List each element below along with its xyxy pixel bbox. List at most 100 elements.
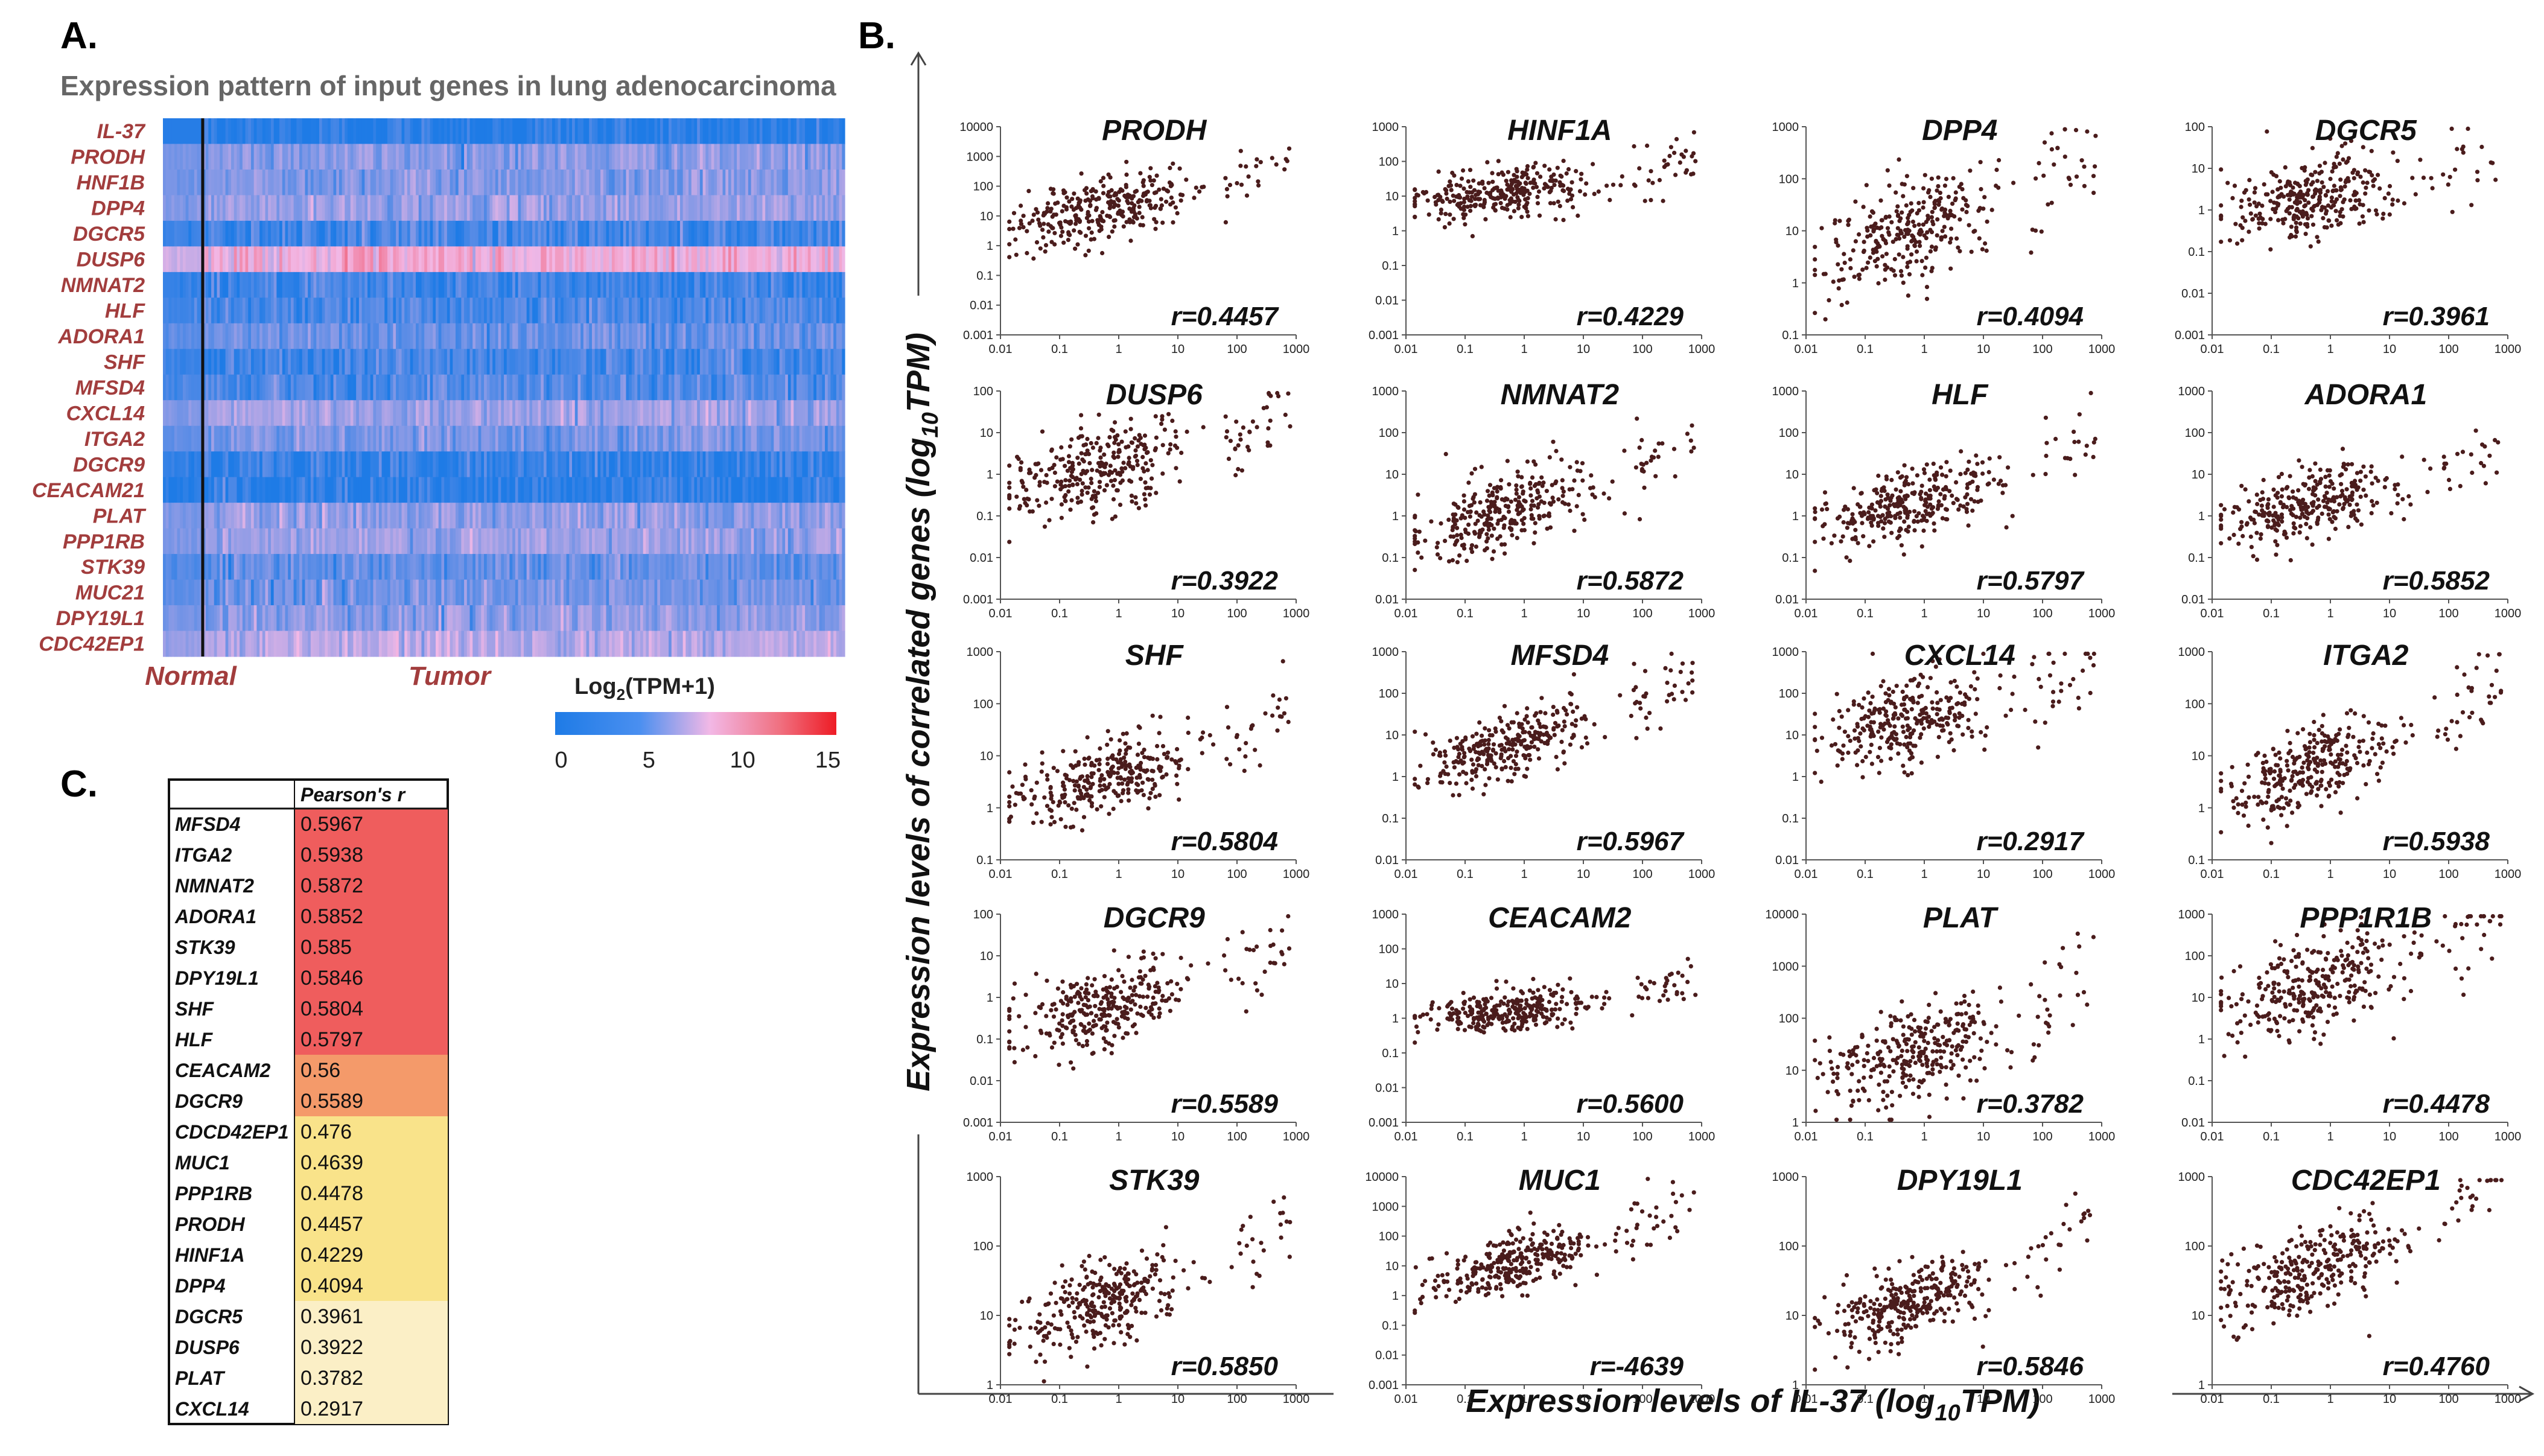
heatmap-cell — [197, 374, 200, 401]
heatmap-cell — [751, 220, 754, 247]
heatmap-cell — [205, 195, 209, 221]
heatmap-cell — [830, 425, 834, 452]
heatmap-cell — [464, 144, 468, 170]
heatmap-cell — [177, 374, 180, 401]
heatmap-cell — [305, 195, 308, 221]
heatmap-cell — [398, 169, 402, 196]
heatmap-cell — [737, 118, 740, 145]
heatmap-cell — [387, 425, 391, 452]
heatmap-cell — [725, 503, 729, 529]
heatmap-cell — [603, 297, 607, 324]
heatmap-cell — [830, 374, 834, 401]
heatmap-cell — [256, 297, 260, 324]
heatmap-cell — [222, 503, 226, 529]
heatmap-cell — [444, 195, 448, 221]
heatmap-cell — [182, 605, 186, 632]
heatmap-cell — [444, 118, 448, 145]
heatmap-cell — [742, 554, 746, 580]
heatmap-cell — [356, 451, 360, 478]
heatmap-cell — [518, 631, 521, 657]
heatmap-cell — [253, 605, 257, 632]
heatmap-cell — [305, 246, 308, 273]
heatmap-cell — [782, 425, 786, 452]
heatmap-cell — [398, 554, 402, 580]
heatmap-cell — [654, 374, 658, 401]
heatmap-cell — [646, 246, 649, 273]
heatmap-cell — [768, 605, 772, 632]
heatmap-cell — [839, 579, 842, 606]
heatmap-cell — [785, 118, 789, 145]
heatmap-cell — [805, 400, 809, 427]
heatmap-cell — [691, 349, 695, 375]
heatmap-cell — [512, 323, 516, 349]
heatmap-cell — [663, 118, 666, 145]
heatmap-cell — [455, 554, 459, 580]
heatmap-cell — [475, 323, 479, 349]
heatmap-cell — [279, 297, 283, 324]
heatmap-cell — [515, 144, 519, 170]
heatmap-cell — [217, 118, 220, 145]
heatmap-cell — [779, 297, 783, 324]
heatmap-cell — [358, 425, 363, 452]
heatmap-cell — [606, 400, 609, 427]
heatmap-cell — [333, 220, 337, 247]
heatmap-cell — [333, 605, 337, 632]
heatmap-cell — [748, 297, 752, 324]
heatmap-cell — [228, 503, 232, 529]
heatmap-cell — [285, 477, 288, 503]
heatmap-cell — [563, 451, 567, 478]
heatmap-cell — [694, 220, 698, 247]
heatmap-cell — [253, 323, 257, 349]
heatmap-cell — [330, 503, 334, 529]
heatmap-cell — [358, 220, 363, 247]
heatmap-cell — [597, 323, 601, 349]
heatmap-cell — [777, 400, 780, 427]
heatmap-cell — [188, 323, 192, 349]
heatmap-cell — [509, 374, 513, 401]
heatmap-cell — [546, 605, 550, 632]
heatmap-cell — [651, 169, 655, 196]
heatmap-cell — [262, 503, 266, 529]
heatmap-cell — [657, 554, 661, 580]
heatmap-cell — [777, 425, 780, 452]
heatmap-cell — [580, 144, 584, 170]
heatmap-cell — [787, 169, 792, 196]
heatmap-cell — [748, 349, 752, 375]
heatmap-cell — [413, 400, 416, 427]
heatmap-cell — [430, 451, 433, 478]
heatmap-cell — [757, 451, 760, 478]
heatmap-cell — [421, 297, 425, 324]
heatmap-cell — [671, 579, 675, 606]
heatmap-cell — [819, 425, 822, 452]
heatmap-cell — [657, 425, 661, 452]
heatmap-cell — [231, 477, 235, 503]
heatmap-cell — [433, 605, 436, 632]
heatmap-cell — [299, 400, 303, 427]
heatmap-cell — [390, 220, 393, 247]
heatmap-cell — [787, 528, 792, 555]
heatmap-cell — [495, 425, 499, 452]
heatmap-cell — [424, 220, 428, 247]
heatmap-cell — [669, 425, 672, 452]
heatmap-cell — [609, 554, 612, 580]
heatmap-cell — [393, 118, 396, 145]
heatmap-cell — [827, 605, 832, 632]
heatmap-cell — [418, 631, 422, 657]
heatmap-cell — [293, 631, 297, 657]
heatmap-cell — [393, 605, 396, 632]
heatmap-cell — [825, 220, 828, 247]
heatmap-cell — [583, 477, 587, 503]
heatmap-cell — [225, 220, 229, 247]
heatmap-cell — [526, 451, 530, 478]
heatmap-cell — [768, 297, 772, 324]
heatmap-cell — [617, 528, 621, 555]
heatmap-cell — [523, 144, 527, 170]
heatmap-cell — [711, 631, 715, 657]
heatmap-cell — [646, 374, 649, 401]
heatmap-cell — [793, 169, 797, 196]
heatmap-cell — [322, 477, 325, 503]
heatmap-cell — [620, 605, 624, 632]
heatmap-cell — [361, 169, 365, 196]
heatmap-cell — [771, 323, 774, 349]
heatmap-cell — [796, 323, 800, 349]
